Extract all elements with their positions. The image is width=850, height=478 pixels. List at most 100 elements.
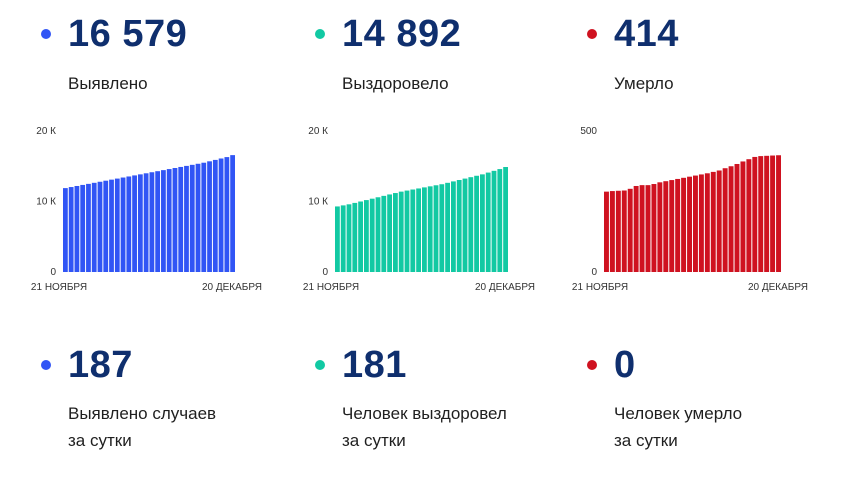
chart-bar (126, 176, 132, 272)
chart-bar (97, 181, 103, 272)
chart-bar (91, 182, 97, 272)
chart-bar (369, 198, 375, 272)
confirmed-total: 16 579 (68, 13, 188, 55)
chart-bar (468, 177, 474, 272)
chart-confirmed-svg: 0 10 К 20 К 21 НОЯБРЯ 20 ДЕКАБРЯ (31, 126, 262, 293)
y-tick-label: 10 К (36, 197, 56, 208)
chart-bar (346, 204, 352, 272)
chart-bar (137, 174, 143, 272)
green-bullet-icon (315, 29, 325, 39)
chart-bar (218, 158, 224, 272)
x-end-label: 20 ДЕКАБРЯ (475, 282, 535, 293)
deaths-day-label-line1: Человек умерло (614, 404, 743, 423)
chart-bar (663, 181, 669, 272)
chart-bar (352, 202, 358, 272)
confirmed-label: Выявлено (68, 74, 148, 93)
chart-bar (404, 190, 410, 272)
chart-bar (687, 176, 692, 272)
chart-bar (189, 164, 195, 272)
x-end-label: 20 ДЕКАБРЯ (202, 282, 262, 293)
green-bullet-icon (315, 360, 325, 370)
chart-deaths-svg: 0 500 21 НОЯБРЯ 20 ДЕКАБРЯ (572, 126, 808, 293)
recovered-total: 14 892 (342, 13, 462, 55)
deaths-day-label-line2: за сутки (614, 431, 678, 450)
chart-bar (230, 155, 235, 272)
chart-bar (740, 161, 746, 272)
deaths-day-value: 0 (614, 344, 636, 386)
chart-bar (103, 180, 109, 272)
blue-bullet-icon (41, 29, 51, 39)
chart-bar (387, 194, 392, 272)
y-tick-label: 0 (50, 267, 56, 278)
chart-bar (776, 155, 781, 272)
chart-bar (456, 180, 462, 272)
chart-bar (710, 171, 716, 272)
y-tick-label: 10 К (308, 197, 328, 208)
chart-bar (604, 191, 609, 272)
deaths-label: Умерло (614, 74, 674, 93)
chart-bar (398, 191, 404, 272)
red-bullet-icon (587, 29, 597, 39)
x-start-label: 21 НОЯБРЯ (31, 282, 87, 293)
chart-bar (497, 169, 503, 272)
chart-bar (746, 159, 752, 272)
chart-bar (722, 168, 728, 272)
x-start-label: 21 НОЯБРЯ (572, 282, 628, 293)
chart-bar (433, 185, 439, 272)
chart-bar (474, 175, 479, 272)
chart-bar (195, 163, 201, 272)
recovered-day-value: 181 (342, 344, 407, 386)
chart-bar (693, 175, 698, 272)
chart-bar (132, 175, 137, 272)
chart-bar (63, 188, 68, 272)
chart-bar (375, 197, 381, 272)
chart-bar (609, 191, 615, 272)
chart-bar (651, 184, 657, 272)
chart-bar (74, 185, 80, 272)
chart-bar (120, 177, 126, 272)
chart-bar (86, 183, 91, 273)
chart-bar (212, 159, 218, 272)
chart-bar (416, 188, 421, 272)
chart-bar (639, 185, 645, 272)
chart-bar (480, 174, 485, 272)
chart-recovered-svg: 0 10 К 20 К 21 НОЯБРЯ 20 ДЕКАБРЯ (303, 126, 535, 293)
chart-bar (358, 201, 363, 272)
chart-confirmed: 0 10 К 20 К 21 НОЯБРЯ 20 ДЕКАБРЯ (20, 118, 270, 303)
chart-bar (503, 167, 508, 272)
red-bullet-icon (587, 360, 597, 370)
chart-bar (172, 168, 178, 272)
recovered-label: Выздоровело (342, 74, 449, 93)
recovered-day-label-line2: за сутки (342, 431, 406, 450)
chart-bar (728, 166, 734, 272)
chart-bar (615, 190, 621, 272)
chart-bar (764, 155, 770, 272)
chart-bar (704, 173, 710, 272)
chart-bar (627, 188, 633, 272)
chart-bar (201, 162, 207, 272)
chart-bar (491, 170, 497, 272)
chart-bar (645, 185, 651, 272)
chart-bar (675, 178, 681, 272)
chart-bar (698, 174, 704, 272)
chart-bar (734, 163, 740, 272)
chart-bar (439, 184, 445, 272)
chart-bar (155, 171, 161, 272)
chart-bar (335, 206, 340, 272)
recovered-day-label-line1: Человек выздоровел (342, 404, 507, 423)
y-tick-label: 0 (322, 267, 328, 278)
chart-bar (184, 165, 189, 272)
deaths-total: 414 (614, 13, 679, 55)
confirmed-day-label-line1: Выявлено случаев (68, 404, 217, 423)
chart-bar (669, 180, 675, 272)
chart-bar (393, 193, 398, 272)
chart-bar (114, 178, 120, 272)
chart-bar (681, 177, 687, 272)
chart-bar (364, 200, 369, 272)
chart-bar (485, 172, 491, 272)
chart-bar (451, 181, 456, 272)
chart-bar (410, 189, 416, 272)
x-end-label: 20 ДЕКАБРЯ (748, 282, 808, 293)
chart-bar (224, 157, 230, 272)
blue-bullet-icon (41, 360, 51, 370)
